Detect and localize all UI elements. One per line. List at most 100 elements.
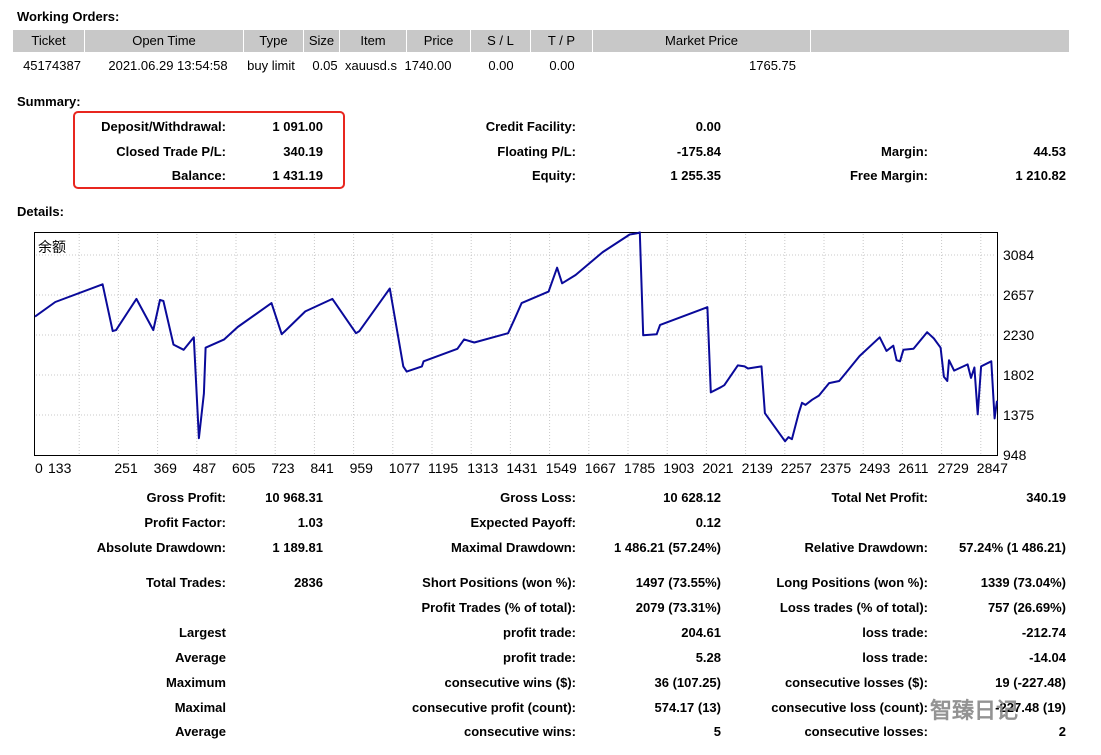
largest-label: Largest bbox=[179, 625, 226, 640]
y-tick-label: 2657 bbox=[1003, 287, 1034, 303]
y-tick-label: 3084 bbox=[1003, 247, 1034, 263]
margin-label: Margin: bbox=[881, 144, 928, 159]
col-header-sl[interactable]: S / L bbox=[471, 30, 531, 52]
x-tick-label: 1195 bbox=[428, 460, 458, 476]
total-net-profit-value: 340.19 bbox=[1026, 490, 1066, 505]
credit-label: Credit Facility: bbox=[485, 119, 576, 134]
max-consecutive-losses-label: consecutive losses ($): bbox=[784, 675, 928, 690]
x-tick-label: 2493 bbox=[859, 460, 890, 476]
x-tick-label: 605 bbox=[232, 460, 256, 476]
x-tick-label: 1667 bbox=[585, 460, 616, 476]
x-tick-label: 1077 bbox=[389, 460, 420, 476]
maximal-drawdown-value: 1 486.21 (57.24%) bbox=[614, 540, 721, 555]
loss-trades-label: Loss trades (% of total): bbox=[779, 600, 928, 615]
total-trades-value: 2836 bbox=[294, 575, 323, 590]
y-tick-label: 1375 bbox=[1003, 407, 1034, 423]
table-cell-open-time: 2021.06.29 13:54:58 bbox=[108, 58, 228, 73]
watermark: 智臻日记 bbox=[930, 698, 1019, 723]
x-tick-label: 251 bbox=[114, 460, 138, 476]
y-tick-label: 1802 bbox=[1003, 367, 1034, 383]
col-header-tp[interactable]: T / P bbox=[531, 30, 593, 52]
profit-factor-value: 1.03 bbox=[297, 515, 323, 530]
col-header-open-time[interactable]: Open Time bbox=[85, 30, 244, 52]
deposit-label: Deposit/Withdrawal: bbox=[101, 119, 226, 134]
credit-value: 0.00 bbox=[695, 119, 721, 134]
average-consecutive-losses-label: consecutive losses: bbox=[804, 724, 928, 739]
x-tick-label: 133 bbox=[48, 460, 72, 476]
max-consecutive-wins-label: consecutive wins ($): bbox=[444, 675, 576, 690]
largest-profit-trade-label: profit trade: bbox=[503, 625, 576, 640]
equity-label: Equity: bbox=[531, 168, 576, 183]
free-margin-label: Free Margin: bbox=[849, 168, 928, 183]
floating-pl-label: Floating P/L: bbox=[497, 144, 576, 159]
x-tick-label: 2847 bbox=[977, 460, 1008, 476]
maximal-consecutive-profit-label: consecutive profit (count): bbox=[412, 700, 576, 715]
expected-payoff-label: Expected Payoff: bbox=[470, 515, 576, 530]
relative-drawdown-value: 57.24% (1 486.21) bbox=[959, 540, 1066, 555]
x-tick-label: 1313 bbox=[467, 460, 498, 476]
maximal-consecutive-profit-value: 574.17 (13) bbox=[654, 700, 722, 715]
average-profit-trade-value: 5.28 bbox=[695, 650, 721, 665]
highlight-box bbox=[73, 111, 345, 189]
x-tick-label: 2611 bbox=[898, 460, 928, 476]
largest-loss-trade-label: loss trade: bbox=[862, 625, 928, 640]
x-tick-label: 1903 bbox=[663, 460, 694, 476]
x-tick-label: 2021 bbox=[702, 460, 733, 476]
max-consecutive-wins-value: 36 (107.25) bbox=[654, 675, 722, 690]
balance-value: 1 431.19 bbox=[272, 168, 323, 183]
equity-value: 1 255.35 bbox=[670, 168, 721, 183]
maximal-consecutive-loss-value: -227.48 (19) bbox=[995, 700, 1066, 715]
profit-trades-value: 2079 (73.31%) bbox=[635, 600, 721, 615]
x-tick-label: 0 bbox=[35, 460, 43, 476]
average-consecutive-wins-label: consecutive wins: bbox=[464, 724, 576, 739]
long-positions-value: 1339 (73.04%) bbox=[980, 575, 1066, 590]
margin-value: 44.53 bbox=[1033, 144, 1066, 159]
x-tick-label: 841 bbox=[310, 460, 334, 476]
x-tick-label: 2375 bbox=[820, 460, 851, 476]
balance-chart: 3084 2657 2230 1802 1375 948 0 133 251 369 487 605 7… bbox=[34, 231, 1034, 476]
average-consecutive-label: Average bbox=[175, 724, 226, 739]
x-tick-label: 959 bbox=[350, 460, 374, 476]
details-heading: Details: bbox=[17, 204, 64, 219]
x-tick-label: 2729 bbox=[938, 460, 969, 476]
col-header-type[interactable]: Type bbox=[244, 30, 304, 52]
maximal-label: Maximal bbox=[174, 700, 226, 715]
largest-profit-trade-value: 204.61 bbox=[681, 625, 721, 640]
gross-loss-label: Gross Loss: bbox=[500, 490, 576, 505]
x-tick-label: 723 bbox=[271, 460, 295, 476]
x-tick-label: 2257 bbox=[781, 460, 812, 476]
long-positions-label: Long Positions (won %): bbox=[776, 575, 928, 590]
col-header-price[interactable]: Price bbox=[407, 30, 471, 52]
chart-title: 余额 bbox=[38, 239, 66, 255]
col-header-market-price[interactable]: Market Price bbox=[593, 30, 811, 52]
y-tick-label: 2230 bbox=[1003, 327, 1034, 343]
closed-pl-label: Closed Trade P/L: bbox=[116, 144, 226, 159]
maximal-drawdown-label: Maximal Drawdown: bbox=[451, 540, 576, 555]
expected-payoff-value: 0.12 bbox=[695, 515, 721, 530]
table-cell-sl: 0.00 bbox=[488, 58, 514, 73]
average-loss-trade-value: -14.04 bbox=[1029, 650, 1066, 665]
maximum-label: Maximum bbox=[166, 675, 226, 690]
table-cell-type: buy limit bbox=[247, 58, 295, 73]
max-consecutive-losses-value: 19 (-227.48) bbox=[995, 675, 1066, 690]
balance-series-line bbox=[34, 231, 998, 443]
loss-trades-value: 757 (26.69%) bbox=[987, 600, 1066, 615]
table-cell-size: 0.05 bbox=[312, 58, 338, 73]
short-positions-value: 1497 (73.55%) bbox=[635, 575, 721, 590]
relative-drawdown-label: Relative Drawdown: bbox=[804, 540, 928, 555]
col-header-size[interactable]: Size bbox=[304, 30, 340, 52]
gross-profit-value: 10 968.31 bbox=[265, 490, 323, 505]
col-header-ticket[interactable]: Ticket bbox=[13, 30, 85, 52]
working-orders-heading: Working Orders: bbox=[17, 9, 120, 24]
total-net-profit-label: Total Net Profit: bbox=[831, 490, 928, 505]
col-header-item[interactable]: Item bbox=[340, 30, 407, 52]
summary-heading: Summary: bbox=[17, 94, 81, 109]
x-tick-label: 369 bbox=[154, 460, 178, 476]
x-tick-label: 1431 bbox=[506, 460, 537, 476]
total-trades-label: Total Trades: bbox=[146, 575, 226, 590]
x-tick-label: 2139 bbox=[742, 460, 773, 476]
short-positions-label: Short Positions (won %): bbox=[422, 575, 576, 590]
profit-trades-label: Profit Trades (% of total): bbox=[421, 600, 576, 615]
free-margin-value: 1 210.82 bbox=[1015, 168, 1066, 183]
average-consecutive-wins-value: 5 bbox=[713, 724, 721, 739]
